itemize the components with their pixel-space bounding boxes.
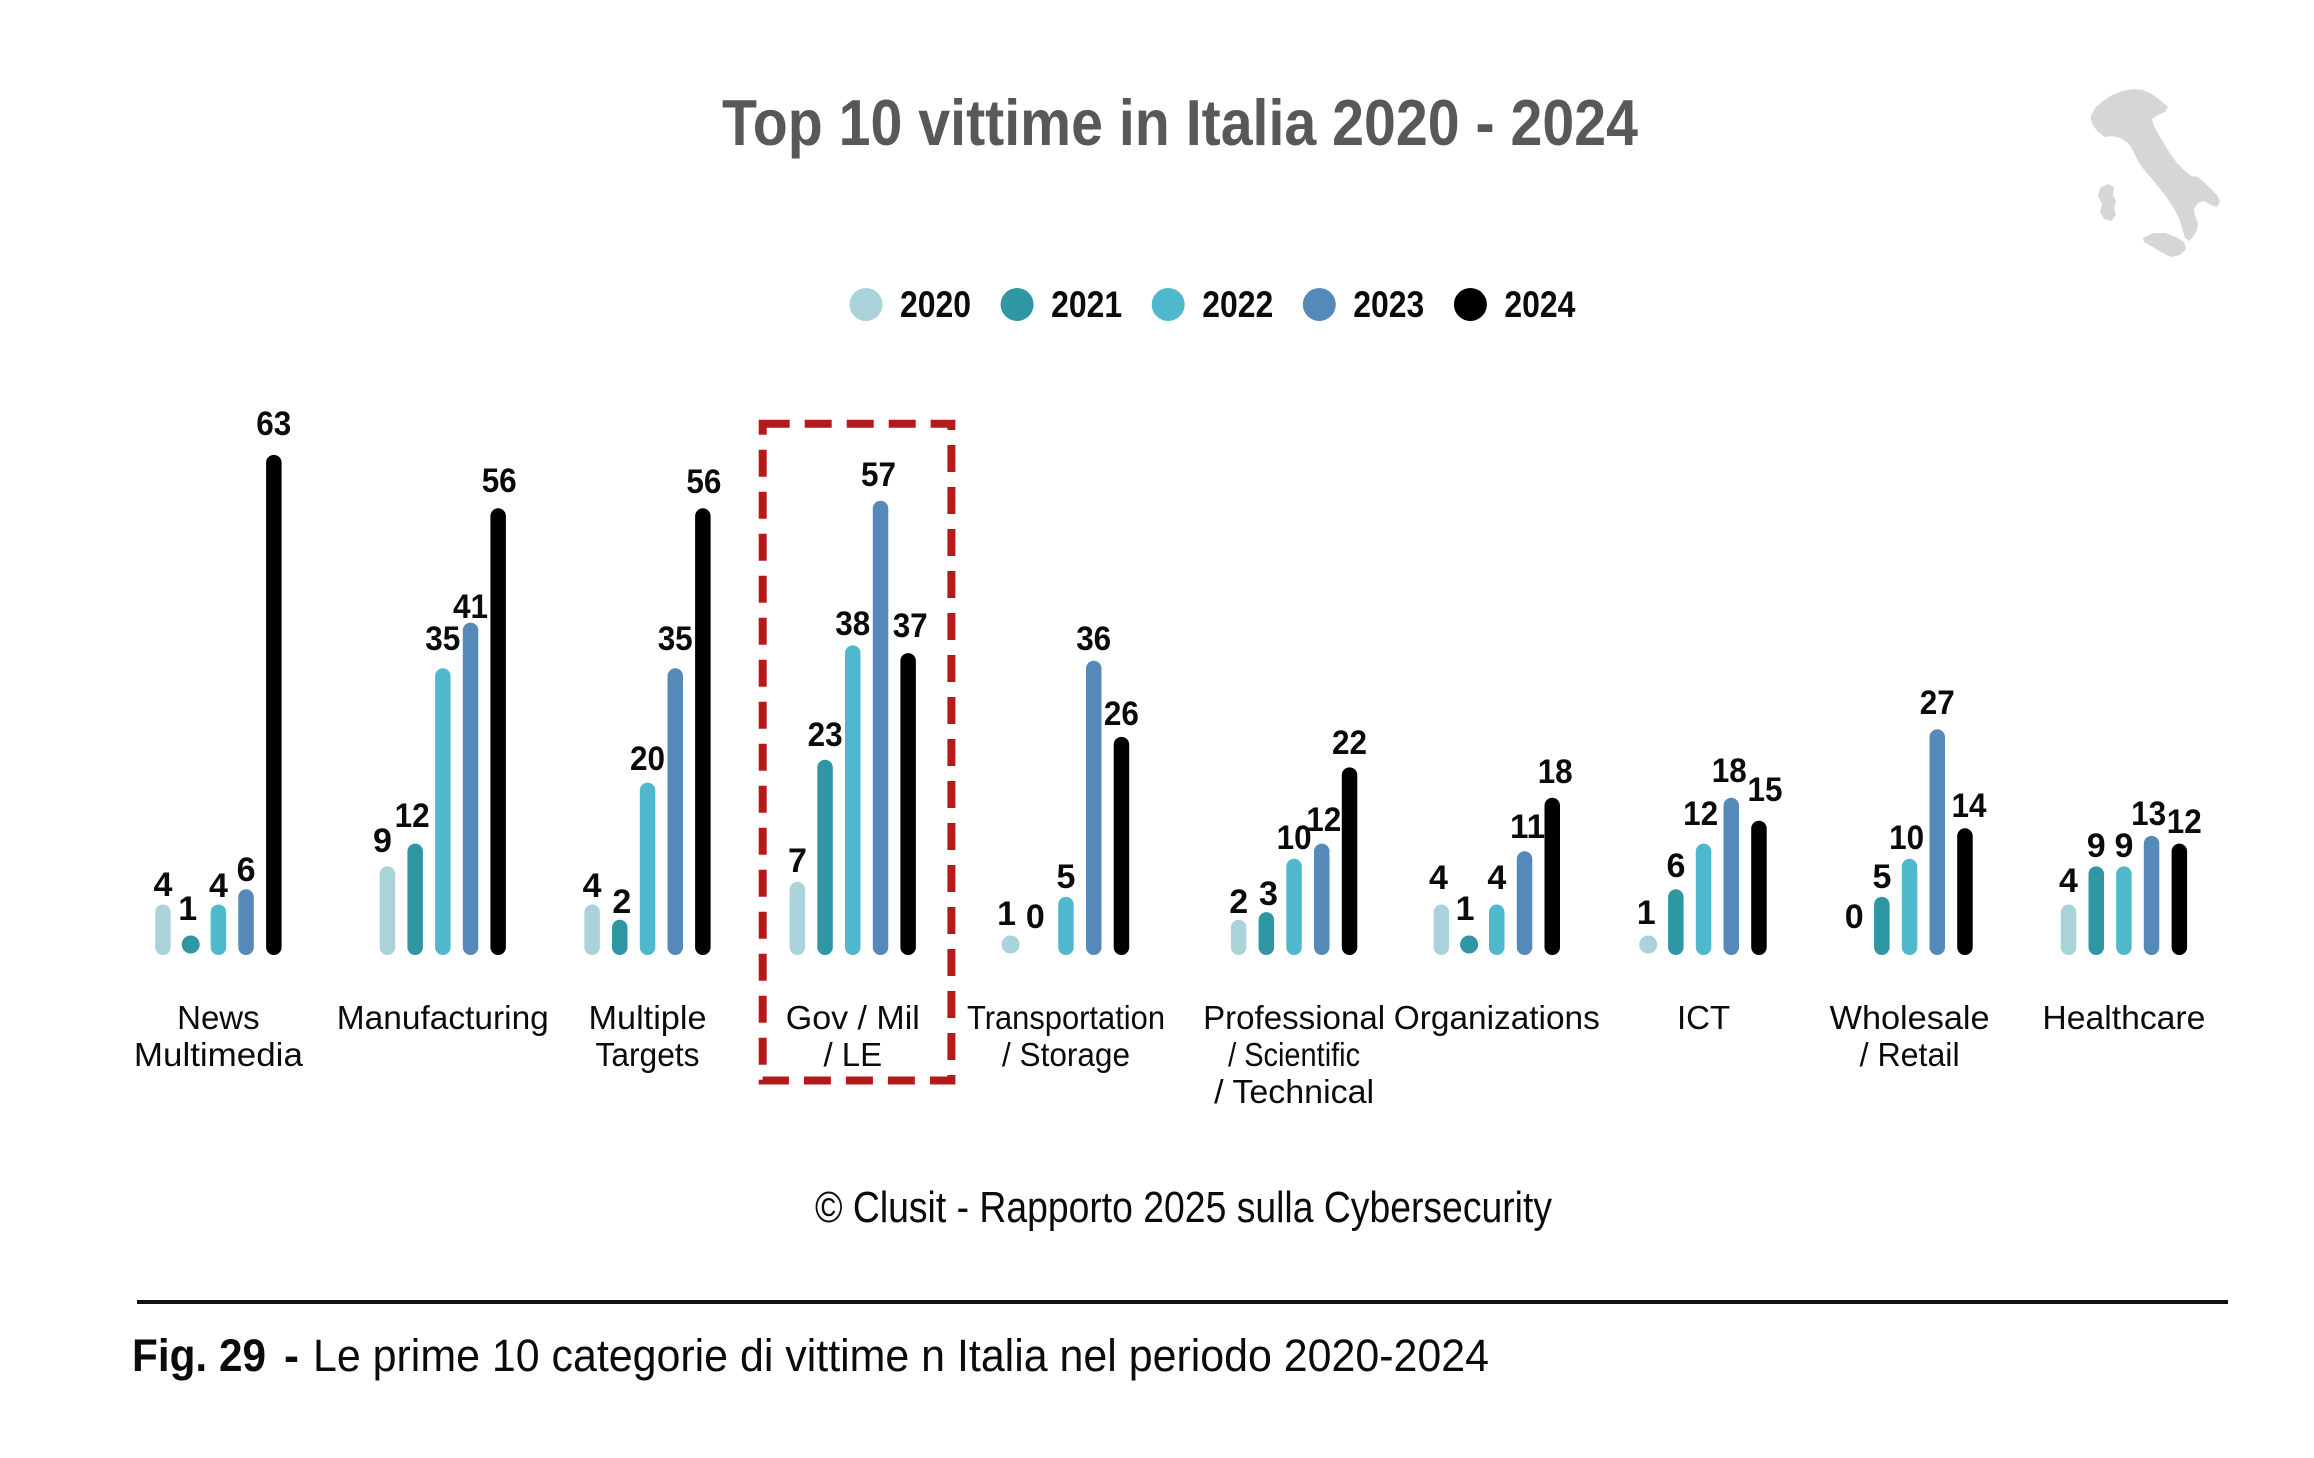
svg-text:4: 4	[2059, 862, 2078, 900]
svg-text:© Clusit - Rapporto 2025 sulla: © Clusit - Rapporto 2025 sulla Cybersecu…	[815, 1183, 1552, 1232]
svg-text:2021: 2021	[1051, 284, 1122, 325]
svg-text:14: 14	[1952, 787, 1987, 825]
svg-text:2022: 2022	[1202, 284, 1273, 325]
svg-text:4: 4	[1487, 859, 1506, 897]
svg-text:56: 56	[482, 462, 517, 500]
svg-text:26: 26	[1104, 695, 1139, 733]
svg-text:6: 6	[1666, 847, 1685, 885]
svg-text:13: 13	[2131, 795, 2166, 833]
svg-text:Transportation: Transportation	[967, 999, 1165, 1036]
svg-text:Top 10 vittime in Italia 2020: Top 10 vittime in Italia 2020 - 2024	[722, 86, 1638, 159]
svg-text:Professional: Professional	[1203, 999, 1385, 1036]
svg-text:/ Storage: / Storage	[1002, 1036, 1130, 1073]
svg-text:Fig. 29: Fig. 29	[132, 1330, 266, 1381]
svg-text:63: 63	[256, 405, 291, 443]
svg-text:1: 1	[1456, 890, 1475, 928]
svg-text:56: 56	[686, 463, 721, 501]
svg-text:27: 27	[1920, 684, 1955, 722]
svg-text:/ LE: / LE	[823, 1036, 882, 1073]
svg-text:9: 9	[2114, 827, 2133, 865]
svg-text:9: 9	[373, 822, 392, 860]
svg-text:41: 41	[453, 588, 488, 626]
svg-text:12: 12	[1306, 801, 1341, 839]
svg-text:Wholesale: Wholesale	[1830, 999, 1990, 1036]
svg-text:37: 37	[893, 607, 928, 645]
svg-text:2: 2	[1229, 883, 1248, 921]
svg-text:/ Technical: / Technical	[1214, 1073, 1374, 1110]
svg-text:11: 11	[1510, 808, 1545, 846]
svg-text:12: 12	[395, 797, 430, 835]
svg-text:2023: 2023	[1353, 284, 1424, 325]
svg-text:6: 6	[237, 851, 256, 889]
svg-text:22: 22	[1332, 724, 1367, 762]
svg-text:5: 5	[1057, 858, 1076, 896]
svg-text:4: 4	[1429, 859, 1448, 897]
svg-text:0: 0	[1026, 898, 1045, 936]
svg-text:2020: 2020	[900, 284, 971, 325]
svg-text:Manufacturing: Manufacturing	[337, 999, 549, 1036]
svg-text:7: 7	[788, 842, 807, 880]
svg-text:Multiple: Multiple	[589, 999, 707, 1036]
svg-text:57: 57	[861, 456, 896, 494]
svg-text:2: 2	[612, 883, 631, 921]
svg-text:/ Retail: / Retail	[1860, 1036, 1960, 1073]
svg-text:News: News	[177, 999, 260, 1036]
svg-text:12: 12	[2167, 803, 2202, 841]
svg-text:18: 18	[1712, 752, 1747, 790]
svg-text:9: 9	[2087, 827, 2106, 865]
svg-text:ICT: ICT	[1677, 999, 1730, 1036]
svg-text:3: 3	[1259, 875, 1278, 913]
svg-text:35: 35	[658, 620, 693, 658]
svg-text:Gov / Mil: Gov / Mil	[786, 999, 920, 1036]
svg-text:1: 1	[1637, 894, 1656, 932]
svg-text:35: 35	[425, 620, 460, 658]
svg-text:20: 20	[630, 740, 665, 778]
svg-text:23: 23	[808, 716, 843, 754]
svg-text:36: 36	[1076, 620, 1111, 658]
svg-text:Healthcare: Healthcare	[2042, 999, 2205, 1036]
svg-text:1: 1	[997, 895, 1016, 933]
svg-text:10: 10	[1889, 819, 1924, 857]
svg-text:18: 18	[1538, 753, 1573, 791]
svg-text:Organizations: Organizations	[1394, 999, 1600, 1036]
svg-text:Le prime 10 categorie di vitti: Le prime 10 categorie di vittime n Itali…	[313, 1330, 1489, 1381]
svg-text:/ Scientific: / Scientific	[1228, 1036, 1360, 1073]
svg-text:Multimedia: Multimedia	[134, 1036, 304, 1073]
svg-text:12: 12	[1683, 795, 1718, 833]
svg-text:4: 4	[583, 867, 602, 905]
svg-text:Targets: Targets	[596, 1036, 700, 1073]
svg-text:4: 4	[154, 866, 173, 904]
svg-text:5: 5	[1872, 858, 1891, 896]
svg-text:15: 15	[1748, 771, 1783, 809]
svg-text:1: 1	[178, 890, 197, 928]
svg-text:4: 4	[209, 867, 228, 905]
svg-text:0: 0	[1845, 898, 1864, 936]
svg-text:-: -	[284, 1330, 299, 1381]
svg-text:10: 10	[1277, 819, 1312, 857]
svg-text:2024: 2024	[1504, 284, 1575, 325]
svg-text:38: 38	[835, 605, 870, 643]
